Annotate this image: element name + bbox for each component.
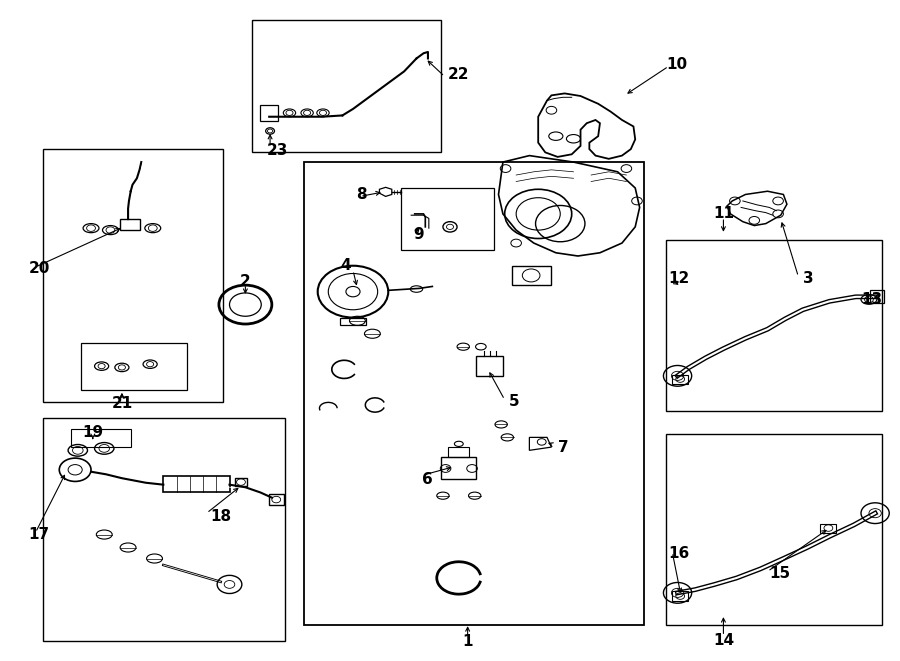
Text: 10: 10 [666, 58, 688, 73]
Bar [666, 240, 882, 411]
Bar [252, 20, 441, 153]
Bar [81, 344, 187, 390]
Text: 21: 21 [112, 395, 132, 410]
Text: 7: 7 [558, 440, 568, 455]
Text: 4: 4 [340, 258, 351, 273]
Text: 11: 11 [713, 206, 734, 221]
Text: 20: 20 [29, 262, 50, 276]
Text: 19: 19 [82, 425, 104, 440]
Text: 3: 3 [803, 271, 814, 286]
Bar [42, 149, 223, 402]
Text: 18: 18 [210, 509, 231, 524]
Text: 22: 22 [448, 67, 470, 82]
Text: 9: 9 [413, 227, 424, 242]
Bar [42, 418, 285, 641]
Text: 1: 1 [463, 634, 473, 649]
Bar [304, 162, 644, 625]
Text: 8: 8 [356, 187, 366, 202]
Text: 17: 17 [29, 527, 50, 542]
Text: 6: 6 [422, 472, 433, 487]
Text: 5: 5 [509, 394, 519, 409]
Text: 12: 12 [669, 271, 690, 286]
Text: 16: 16 [669, 547, 690, 561]
Bar [666, 434, 882, 625]
Bar [401, 188, 494, 250]
Text: 23: 23 [266, 143, 288, 158]
Text: 2: 2 [240, 274, 251, 289]
Bar [71, 429, 130, 447]
Text: 15: 15 [770, 566, 790, 581]
Text: 13: 13 [861, 292, 882, 307]
Text: 14: 14 [713, 633, 734, 648]
